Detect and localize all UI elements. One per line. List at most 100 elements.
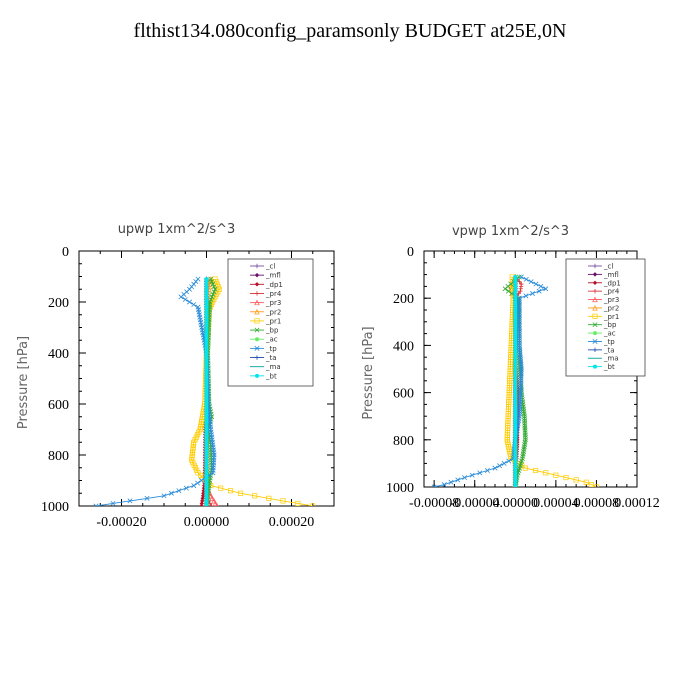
legend-item-tp: _tp [588, 338, 615, 346]
data-point [583, 479, 589, 485]
data-point [518, 274, 524, 280]
chart-panel-1: upwp 1xm^2/s^3 Pressure [hPa] 0 200 400 600 80… [16, 222, 335, 530]
legend-item-cl: _cl [250, 263, 275, 271]
data-point [492, 465, 498, 471]
data-point [187, 299, 192, 305]
data-point [513, 485, 518, 487]
data-point [516, 333, 522, 339]
data-point [502, 286, 508, 292]
data-point [523, 276, 529, 282]
data-point [195, 480, 201, 486]
data-point [218, 485, 224, 491]
x-tick-label: -0.00004 [450, 496, 500, 511]
data-point [210, 281, 216, 287]
y-tick-label: 1000 [386, 481, 414, 496]
data-point [516, 314, 522, 320]
data-point [208, 276, 214, 282]
data-point [593, 331, 597, 336]
data-point [207, 276, 214, 282]
data-point [280, 498, 286, 504]
y-tick-label: 0 [62, 245, 69, 260]
data-point [182, 296, 188, 302]
data-point [538, 283, 544, 289]
series-bt [513, 274, 518, 487]
data-point [592, 338, 598, 344]
data-point [592, 272, 598, 277]
series-tp [431, 274, 549, 487]
data-point [543, 286, 549, 292]
data-point [189, 457, 195, 463]
data-point [533, 281, 539, 287]
legend-item-dp1: _dp1 [250, 281, 283, 289]
data-point [516, 300, 522, 306]
data-point [516, 321, 522, 327]
data-point [254, 291, 260, 296]
legend-label: _pr4 [603, 288, 620, 296]
data-point [195, 432, 201, 438]
data-point [469, 472, 475, 478]
data-point [523, 293, 529, 299]
legend-item-ac: _ac [588, 330, 616, 338]
data-point [592, 347, 598, 353]
x-tick-label: 0.00000 [184, 515, 230, 530]
data-point [516, 324, 522, 330]
data-point [593, 364, 597, 369]
data-point [110, 500, 116, 506]
data-point [178, 294, 184, 300]
data-point [505, 288, 511, 294]
data-point [588, 482, 594, 487]
data-point [528, 279, 534, 285]
legend-label: _ma [603, 355, 619, 363]
data-point [254, 308, 260, 315]
series-line [433, 276, 547, 487]
data-point [543, 470, 549, 476]
data-point [189, 452, 195, 458]
data-point [516, 326, 522, 332]
legend-item-ta: _ta [588, 346, 615, 354]
data-point [431, 484, 437, 487]
y-tick-label: 800 [393, 434, 414, 449]
legend-item-ac: _ac [250, 336, 278, 344]
legend-box [227, 258, 314, 387]
legend-item-pr2: _pr2 [250, 308, 281, 316]
data-point [516, 307, 522, 313]
data-point [254, 327, 260, 333]
legend-label: _bt [265, 372, 277, 380]
data-point [199, 503, 204, 506]
legend-item-pr4: _pr4 [588, 288, 620, 296]
x-tick-label: 0.00008 [574, 496, 620, 511]
x-tick-label: -0.00008 [409, 496, 459, 511]
data-point [211, 497, 217, 504]
legend-item-mfl: _mfl [588, 271, 619, 279]
data-point [516, 340, 522, 346]
series-pr1 [504, 274, 599, 487]
data-point [212, 286, 218, 292]
data-point [237, 490, 244, 496]
legend-label: _pr3 [603, 296, 619, 304]
data-point [563, 475, 569, 481]
data-point [516, 331, 522, 337]
data-point [501, 460, 507, 466]
x-tick-label: 0.00012 [614, 496, 660, 511]
y-tick-label: 400 [393, 339, 414, 354]
legend-item-ma: _ma [588, 355, 619, 363]
data-point [168, 490, 174, 496]
legend-label: _pr2 [265, 308, 281, 316]
data-point [209, 279, 215, 285]
legend-label: _bp [265, 327, 279, 335]
series-layer [431, 273, 599, 487]
data-point [161, 493, 167, 499]
data-point [516, 295, 522, 301]
data-point [533, 467, 539, 474]
legend-label: _pr2 [603, 304, 619, 312]
legend-label: _dp1 [603, 279, 621, 287]
legend-label: _ma [265, 363, 281, 371]
y-axis-label: Pressure [hPa] [361, 326, 376, 419]
data-point [592, 263, 598, 269]
legend-item-bt: _bt [588, 363, 615, 371]
legend-item-tp: _tp [250, 345, 277, 353]
data-point [506, 458, 512, 464]
y-tick-label: 600 [48, 398, 69, 413]
legend-item-ma: _ma [250, 363, 281, 371]
